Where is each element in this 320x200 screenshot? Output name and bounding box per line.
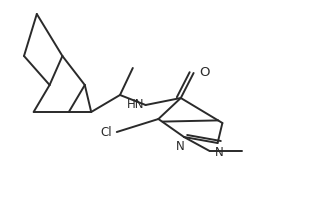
Text: N: N	[176, 140, 185, 153]
Text: HN: HN	[126, 98, 144, 110]
Text: Cl: Cl	[100, 126, 112, 138]
Text: N: N	[215, 146, 224, 159]
Text: O: O	[199, 66, 210, 78]
